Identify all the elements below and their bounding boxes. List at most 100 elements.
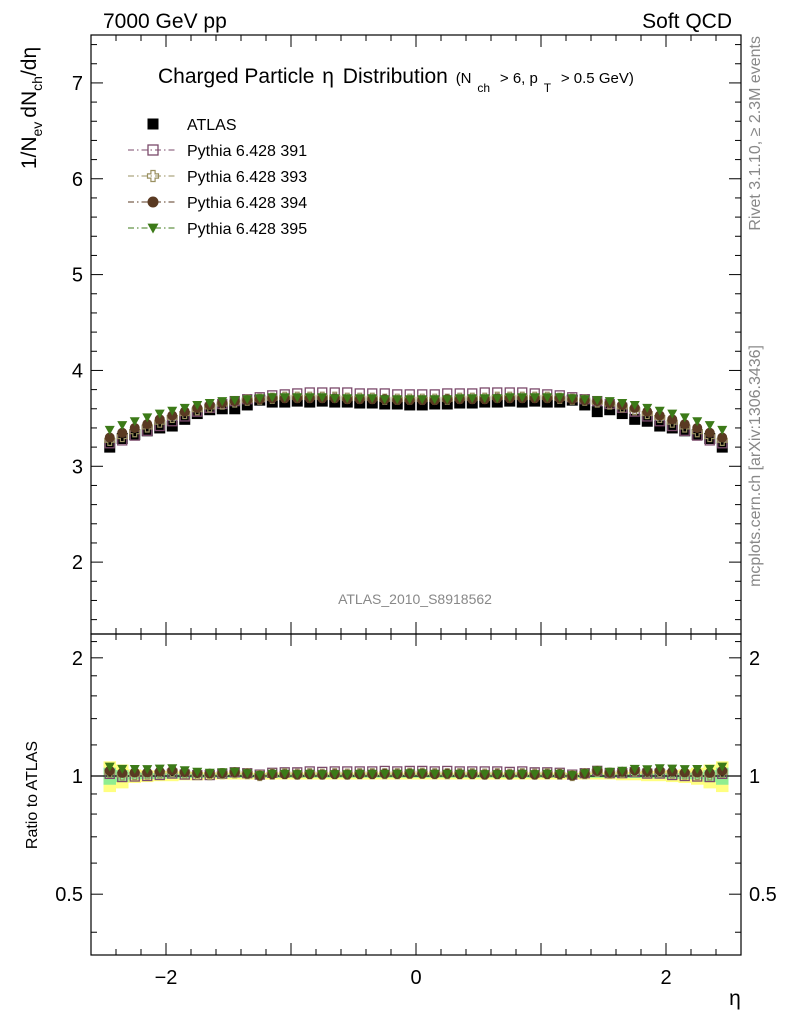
data-point: [504, 393, 515, 403]
data-point: [679, 413, 690, 423]
title-cut-close: > 0.5 GeV): [561, 70, 634, 87]
title-cut-sub1: ch: [477, 81, 490, 95]
y-tick-label: 3: [72, 456, 83, 478]
data-point: [304, 393, 315, 403]
data-point: [279, 393, 290, 403]
legend-marker: [147, 144, 159, 156]
ratio-point: [492, 770, 503, 780]
data-point: [667, 414, 678, 425]
title-eta: η: [322, 65, 334, 88]
title-cut-sub2: T: [544, 81, 552, 95]
x-axis-label: η: [729, 987, 741, 1010]
ratio-point: [604, 767, 615, 777]
ratio-point: [242, 769, 253, 779]
data-point: [442, 395, 453, 405]
axes: 2 3 4 5 6 7 0.5 0.5 1 1 2 2 −2 0 2: [55, 34, 777, 989]
data-point: [191, 408, 203, 420]
ratio-point: [567, 771, 578, 781]
data-point: [104, 441, 116, 453]
data-point: [129, 417, 140, 427]
data-point: [104, 425, 115, 435]
data-point: [129, 429, 141, 441]
data-point: [204, 399, 215, 409]
data-point: [392, 395, 403, 405]
data-point: [154, 422, 166, 434]
ratio-point: [379, 769, 390, 779]
data-point: [167, 406, 178, 416]
ratio-point: [467, 769, 478, 779]
legend-marker: [147, 196, 159, 208]
ratio-point: [267, 769, 278, 779]
legend: ATLAS Pythia 6.428 391 Pythia 6.428 393 Pyt…: [128, 117, 307, 238]
header-right: Soft QCD: [642, 10, 732, 33]
data-point: [604, 397, 615, 407]
data-point: [492, 394, 503, 404]
data-point: [379, 395, 390, 405]
data-point: [567, 394, 578, 404]
data-point: [142, 413, 153, 423]
y-tick-label: 4: [72, 360, 83, 382]
data-point: [704, 427, 715, 438]
data-point: [367, 394, 378, 404]
data-point: [179, 403, 190, 413]
x-tick-label: −2: [155, 967, 178, 989]
legend-label: Pythia 6.428 391: [187, 143, 307, 160]
ratio-point: [342, 770, 353, 780]
data-point: [479, 394, 490, 404]
legend-marker: [146, 169, 160, 183]
data-point: [104, 432, 115, 443]
ratio-point: [654, 764, 665, 774]
ratio-point: [554, 769, 565, 779]
data-point: [704, 432, 716, 444]
data-point: [129, 422, 140, 433]
data-point: [142, 419, 153, 430]
data-point: [654, 406, 665, 416]
header-left: 7000 GeV pp: [103, 10, 227, 33]
title-main: Charged Particle: [158, 65, 314, 88]
data-point: [229, 403, 241, 415]
ratio-point: [192, 767, 203, 777]
ratio-frame: [90, 633, 742, 956]
ratio-point: [292, 770, 303, 780]
y-tick-label: 7: [72, 73, 83, 95]
data-point: [429, 395, 440, 405]
ratio-y-tick-label: 2: [72, 648, 83, 670]
ratio-point: [642, 765, 653, 775]
legend-label: Pythia 6.428 395: [187, 221, 307, 238]
ratio-point: [329, 770, 340, 780]
data-point: [679, 419, 690, 430]
ratio-point: [117, 764, 128, 774]
ratio-point: [367, 769, 378, 779]
data-point: [154, 414, 165, 425]
data-point: [692, 417, 703, 427]
title-cut-open: (N: [456, 70, 472, 87]
data-point: [591, 406, 603, 418]
data-point: [454, 394, 465, 404]
data-point: [679, 425, 691, 437]
rivet-label: Rivet 3.1.10, ≥ 2.3M events: [747, 36, 764, 231]
data-point: [616, 408, 628, 420]
ratio-point: [167, 764, 178, 774]
data-point: [529, 393, 540, 403]
ratio-point: [479, 770, 490, 780]
ratio-point: [629, 764, 640, 774]
data-point: [417, 395, 428, 405]
data-point: [467, 394, 478, 404]
ratio-point: [104, 762, 115, 772]
x-tick-label: 0: [410, 967, 421, 989]
ratio-point: [667, 764, 678, 774]
main-ylabel: 1/NevdNch/dη: [18, 47, 45, 169]
y-tick-label: 5: [72, 265, 83, 287]
data-point: [254, 394, 265, 404]
ratio-point: [692, 764, 703, 774]
ratio-point: [279, 769, 290, 779]
ratio-point: [679, 765, 690, 775]
data-point: [692, 422, 703, 433]
data-point: [717, 432, 728, 443]
data-point: [642, 403, 653, 413]
data-point: [192, 400, 203, 410]
data-point: [554, 393, 565, 403]
ratio-point: [229, 767, 240, 777]
ratio-point: [617, 766, 628, 776]
